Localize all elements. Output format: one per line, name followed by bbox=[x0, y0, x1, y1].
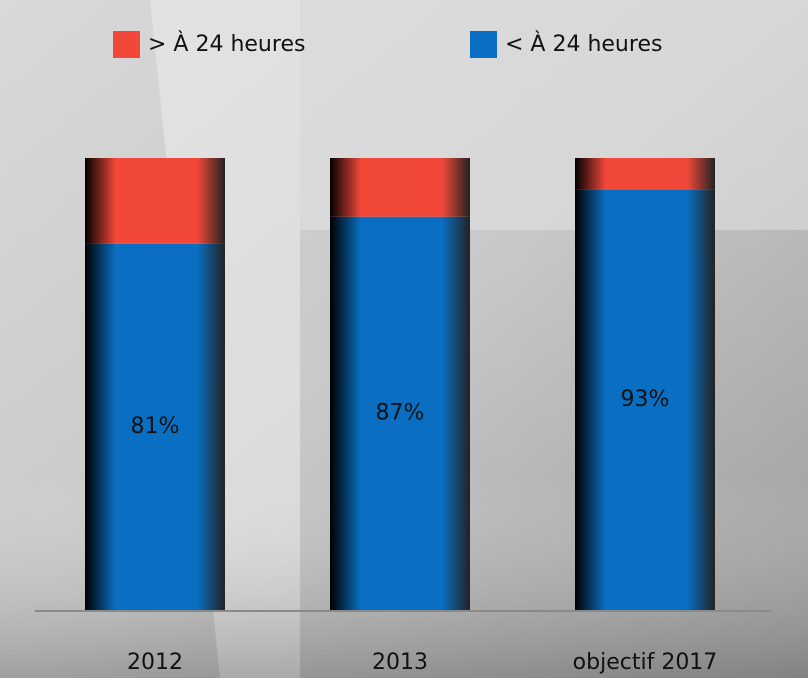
bar-segment bbox=[85, 158, 225, 244]
legend-swatch bbox=[470, 31, 497, 58]
bar-segment bbox=[330, 158, 470, 217]
bar-segment bbox=[575, 189, 715, 610]
value-label: 87% bbox=[376, 400, 425, 425]
bar-segment bbox=[85, 243, 225, 610]
value-label: 81% bbox=[131, 414, 180, 439]
value-label: 93% bbox=[621, 387, 670, 412]
x-tick-label: objectif 2017 bbox=[573, 650, 718, 675]
legend-label: < À 24 heures bbox=[505, 31, 662, 57]
bar-segment bbox=[330, 216, 470, 610]
x-tick-label: 2013 bbox=[372, 650, 428, 675]
x-tick-label: 2012 bbox=[127, 650, 183, 675]
legend-swatch bbox=[113, 31, 140, 58]
legend-label: > À 24 heures bbox=[148, 31, 305, 57]
bar-segment bbox=[575, 158, 715, 190]
